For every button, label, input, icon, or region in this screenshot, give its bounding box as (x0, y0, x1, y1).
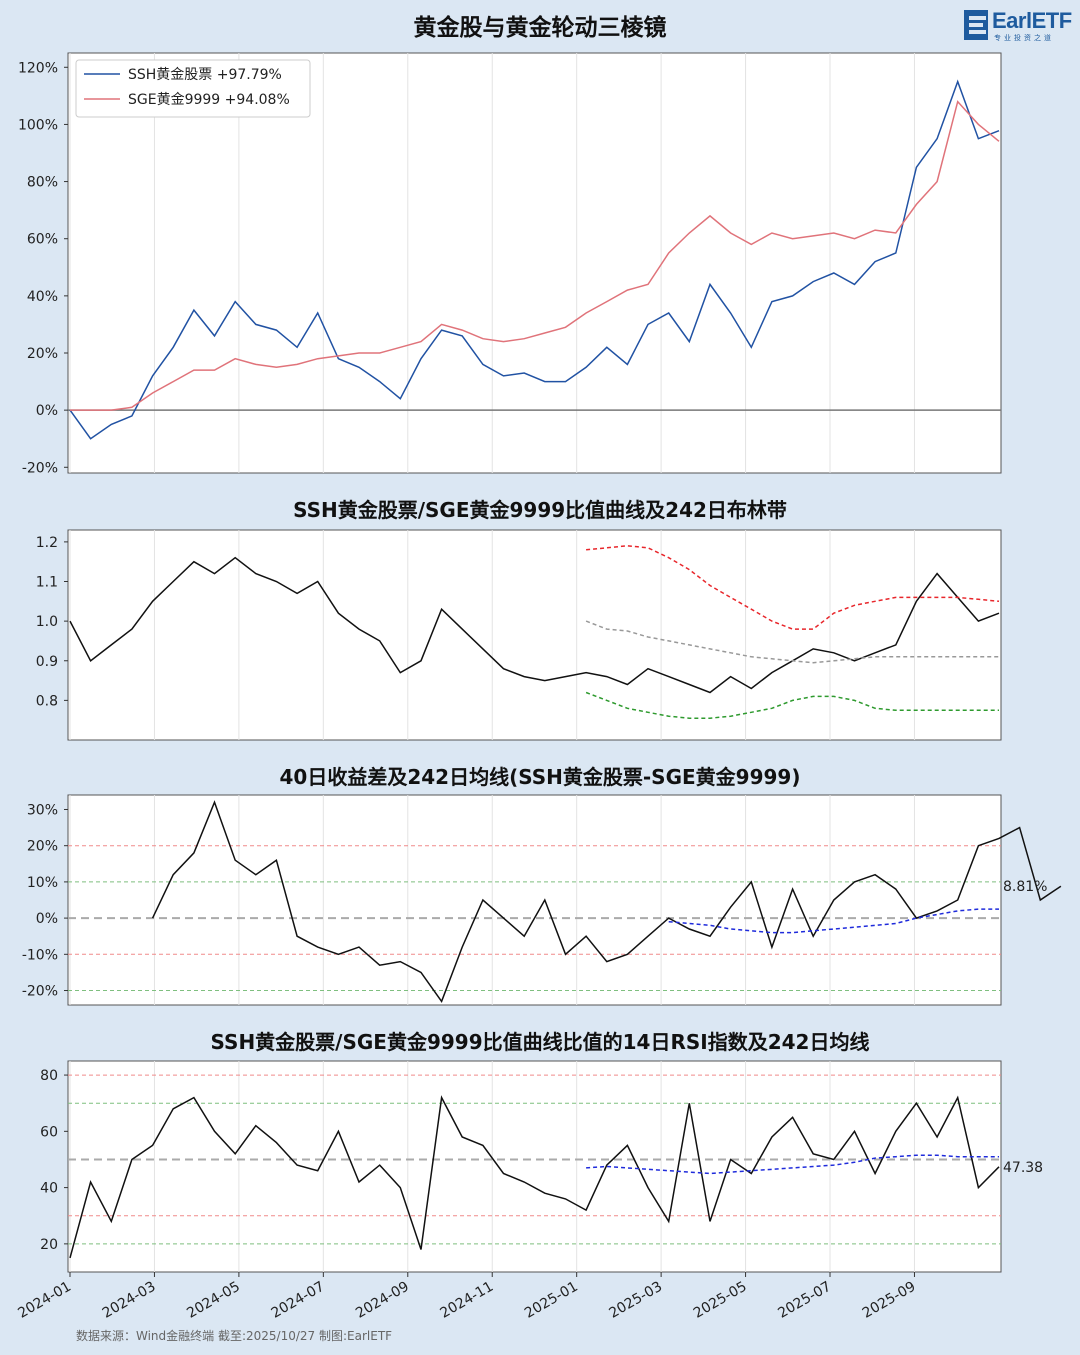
x-tick-label: 2025-05 (691, 1279, 750, 1322)
y-tick-label: 60% (27, 232, 58, 248)
y-tick-label: -20% (22, 984, 58, 1000)
y-tick-label: 80% (27, 175, 58, 191)
series-ma-line (586, 1154, 999, 1175)
plot-area (67, 1060, 1002, 1273)
series-SGE9999-line (70, 100, 1000, 411)
x-tick-label: 2024-11 (438, 1279, 497, 1322)
panel-3: -20% -10% 0% 10% 20% 30% 8.81% (22, 794, 1062, 1006)
series-ratio-line (69, 556, 1000, 694)
series-SSH-line (69, 79, 1000, 440)
end-value-label: 8.81% (1003, 879, 1047, 895)
y-tick-label: -20% (22, 460, 58, 476)
legend-box (75, 59, 311, 118)
x-tick-label: 2025-09 (860, 1279, 919, 1322)
panel-4: 20 40 60 80 47.38 (40, 1060, 1043, 1273)
x-tick-label: 2024-09 (353, 1279, 412, 1322)
legend-entry: SGE黄金9999 +94.08% (128, 91, 290, 108)
page-title: 黄金股与黄金轮动三棱镜 (413, 15, 667, 41)
footer-source: 数据来源：Wind金融终端 截至:2025/10/27 制图:EarlETF (76, 1329, 393, 1343)
panel-2: 0.8 0.9 1.0 1.1 1.2 (36, 529, 1002, 741)
y-tick-label: 20% (27, 839, 58, 855)
x-tick-label: 2024-03 (100, 1279, 159, 1322)
logo-text: EarlETF (992, 8, 1072, 33)
y-tick-label: 0.8 (36, 693, 58, 709)
y-tick-label: 1.0 (36, 614, 58, 630)
series-rsi-line (69, 1095, 1000, 1259)
panel2-title: SSH黄金股票/SGE黄金9999比值曲线及242日布林带 (293, 498, 787, 522)
panel4-title: SSH黄金股票/SGE黄金9999比值曲线比值的14日RSI指数及242日均线 (210, 1030, 870, 1054)
y-tick-label: 40% (27, 289, 58, 305)
y-tick-label: 0% (36, 911, 58, 927)
x-tick-label: 2024-05 (184, 1279, 243, 1322)
plot-area (67, 794, 1002, 1006)
y-tick-label: 100% (18, 117, 58, 133)
y-tick-label: 1.2 (36, 535, 58, 551)
x-tick-label: 2024-07 (269, 1279, 328, 1322)
series-lower-line (585, 691, 999, 719)
plot-area (67, 52, 1002, 474)
earletf-logo: EarlETF 专业投资之道 (962, 8, 1072, 44)
logo-subtitle: 专业投资之道 (994, 34, 1054, 42)
y-tick-label: 1.1 (36, 575, 58, 591)
end-value-label: 47.38 (1003, 1160, 1043, 1176)
x-tick-label: 2025-07 (775, 1279, 834, 1322)
panel3-title: 40日收益差及242日均线(SSH黄金股票-SGE黄金9999) (279, 765, 801, 789)
y-tick-label: 0% (36, 403, 58, 419)
legend-entry: SSH黄金股票 +97.79% (128, 66, 282, 83)
y-tick-label: -10% (22, 947, 58, 963)
series-middle-line (585, 620, 999, 664)
x-tick-label: 2024-01 (15, 1279, 74, 1322)
series-diff-line (151, 800, 1062, 1003)
y-tick-label: 20 (40, 1237, 58, 1253)
legend: SSH黄金股票 +97.79% SGE黄金9999 +94.08% (75, 59, 311, 118)
x-tick-label: 2025-01 (522, 1279, 581, 1322)
y-tick-label: 30% (27, 802, 58, 818)
y-tick-label: 10% (27, 875, 58, 891)
panel-1: -20% 0% 20% 40% 60% 80% 100% 120% SSH黄金股票 +97.79… (18, 52, 1002, 476)
y-tick-label: 40 (40, 1181, 58, 1197)
logo-mark-icon (964, 10, 988, 40)
y-tick-label: 120% (18, 60, 58, 76)
y-tick-label: 80 (40, 1068, 58, 1084)
y-tick-label: 20% (27, 346, 58, 362)
plot-area (67, 529, 1002, 741)
series-upper-line (586, 545, 1000, 630)
y-tick-label: 60 (40, 1124, 58, 1140)
x-tick-label: 2025-03 (606, 1279, 665, 1322)
y-tick-label: 0.9 (36, 654, 58, 670)
